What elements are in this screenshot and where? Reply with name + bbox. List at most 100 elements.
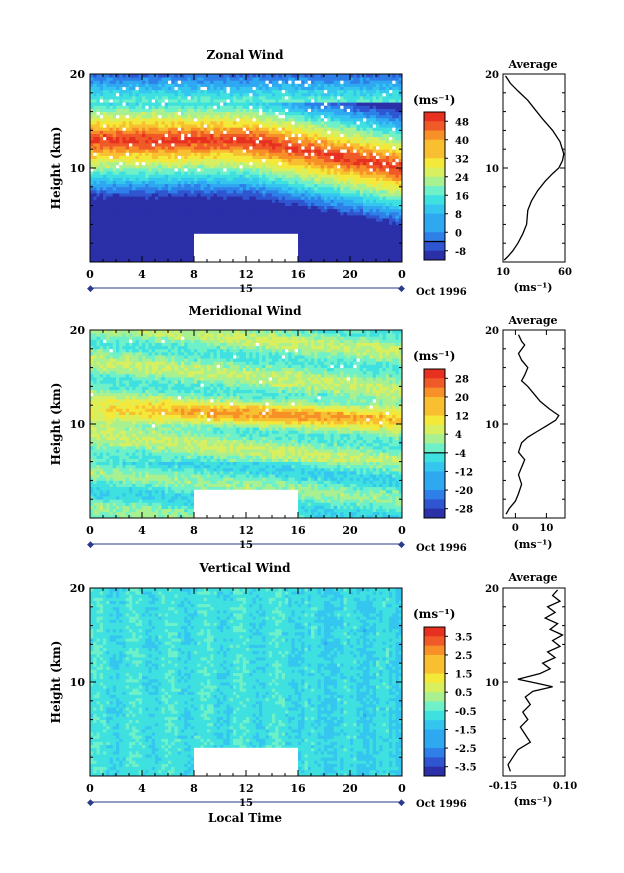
heatmap-cell	[240, 206, 244, 210]
heatmap-cell	[360, 196, 364, 200]
heatmap-cell	[191, 218, 195, 222]
heatmap-cell	[126, 231, 130, 235]
heatmap-cell	[311, 215, 315, 219]
heatmap-cell	[204, 196, 208, 200]
heatmap-cell	[136, 184, 140, 188]
heatmap-cell	[379, 215, 383, 219]
heatmap-cell	[243, 187, 247, 191]
heatmap-cell	[155, 228, 159, 232]
heatmap-cell	[188, 231, 192, 235]
heatmap-cell	[142, 206, 146, 210]
heatmap-cell	[119, 202, 123, 206]
heatmap-cell	[97, 237, 101, 241]
heatmap-cell	[331, 199, 335, 203]
heatmap-cell	[262, 199, 266, 203]
heatmap-cell	[136, 177, 140, 181]
heatmap-cell	[113, 212, 117, 216]
heatmap-cell	[194, 218, 198, 222]
heatmap-cell	[321, 190, 325, 194]
heatmap-cell	[204, 228, 208, 232]
heatmap-cell	[318, 199, 322, 203]
heatmap-cell	[90, 215, 94, 219]
heatmap-cell	[162, 228, 166, 232]
heatmap-cell	[162, 215, 166, 219]
heatmap-cell	[145, 218, 149, 222]
heatmap-cell	[314, 228, 318, 232]
heatmap-cell	[217, 171, 221, 175]
heatmap-cell	[214, 215, 218, 219]
heatmap-cell	[93, 174, 97, 178]
heatmap-cell	[210, 196, 214, 200]
heatmap-cell	[360, 177, 364, 181]
heatmap-cell	[350, 249, 354, 253]
heatmap-cell	[201, 165, 205, 169]
heatmap-cell	[132, 159, 136, 163]
heatmap-cell	[363, 234, 367, 238]
heatmap-cell	[396, 246, 400, 250]
heatmap-cell	[288, 162, 292, 166]
heatmap-cell	[90, 231, 94, 235]
heatmap-cell	[347, 215, 351, 219]
heatmap-cell	[191, 196, 195, 200]
heatmap-cell	[123, 234, 127, 238]
heatmap-cell	[168, 231, 172, 235]
heatmap-cell	[197, 231, 201, 235]
heatmap-cell	[220, 215, 224, 219]
heatmap-cell	[178, 177, 182, 181]
heatmap-cell	[262, 206, 266, 210]
heatmap-cell	[292, 184, 296, 188]
heatmap-cell	[123, 249, 127, 253]
heatmap-cell	[301, 234, 305, 238]
heatmap-cell	[318, 193, 322, 197]
heatmap-cell	[318, 184, 322, 188]
heatmap-cell	[93, 256, 97, 260]
heatmap-cell	[240, 190, 244, 194]
heatmap-cell	[282, 209, 286, 213]
heatmap-cell	[123, 168, 127, 172]
heatmap-cell	[259, 212, 263, 216]
heatmap-cell	[363, 199, 367, 203]
heatmap-cell	[308, 177, 312, 181]
heatmap-cell	[376, 246, 380, 250]
heatmap-cell	[240, 162, 244, 166]
heatmap-cell	[155, 159, 159, 163]
heatmap-cell	[110, 199, 114, 203]
heatmap-cell	[123, 199, 127, 203]
heatmap-cell	[376, 181, 380, 185]
heatmap-cell	[314, 174, 318, 178]
heatmap-cell	[305, 218, 309, 222]
heatmap-cell	[184, 256, 188, 260]
heatmap-cell	[383, 196, 387, 200]
heatmap-cell	[181, 215, 185, 219]
heatmap-cell	[383, 171, 387, 175]
heatmap-cell	[236, 228, 240, 232]
heatmap-cell	[217, 159, 221, 163]
heatmap-cell	[204, 159, 208, 163]
heatmap-cell	[243, 228, 247, 232]
heatmap-cell	[376, 237, 380, 241]
heatmap-cell	[113, 224, 117, 228]
heatmap-cell	[298, 256, 302, 260]
heatmap-cell	[214, 224, 218, 228]
heatmap-cell	[119, 171, 123, 175]
heatmap-cell	[188, 177, 192, 181]
heatmap-cell	[152, 218, 156, 222]
heatmap-cell	[324, 253, 328, 257]
heatmap-cell	[246, 209, 250, 213]
heatmap-cell	[295, 215, 299, 219]
heatmap-cell	[269, 221, 273, 225]
heatmap-cell	[282, 221, 286, 225]
heatmap-cell	[100, 206, 104, 210]
heatmap-cell	[145, 168, 149, 172]
heatmap-cell	[288, 215, 292, 219]
heatmap-cell	[308, 193, 312, 197]
heatmap-cell	[197, 212, 201, 216]
heatmap-cell	[97, 174, 101, 178]
heatmap-cell	[181, 177, 185, 181]
heatmap-cell	[191, 168, 195, 172]
heatmap-cell	[223, 184, 227, 188]
heatmap-cell	[168, 240, 172, 244]
heatmap-cell	[379, 209, 383, 213]
heatmap-cell	[113, 249, 117, 253]
heatmap-cell	[318, 237, 322, 241]
